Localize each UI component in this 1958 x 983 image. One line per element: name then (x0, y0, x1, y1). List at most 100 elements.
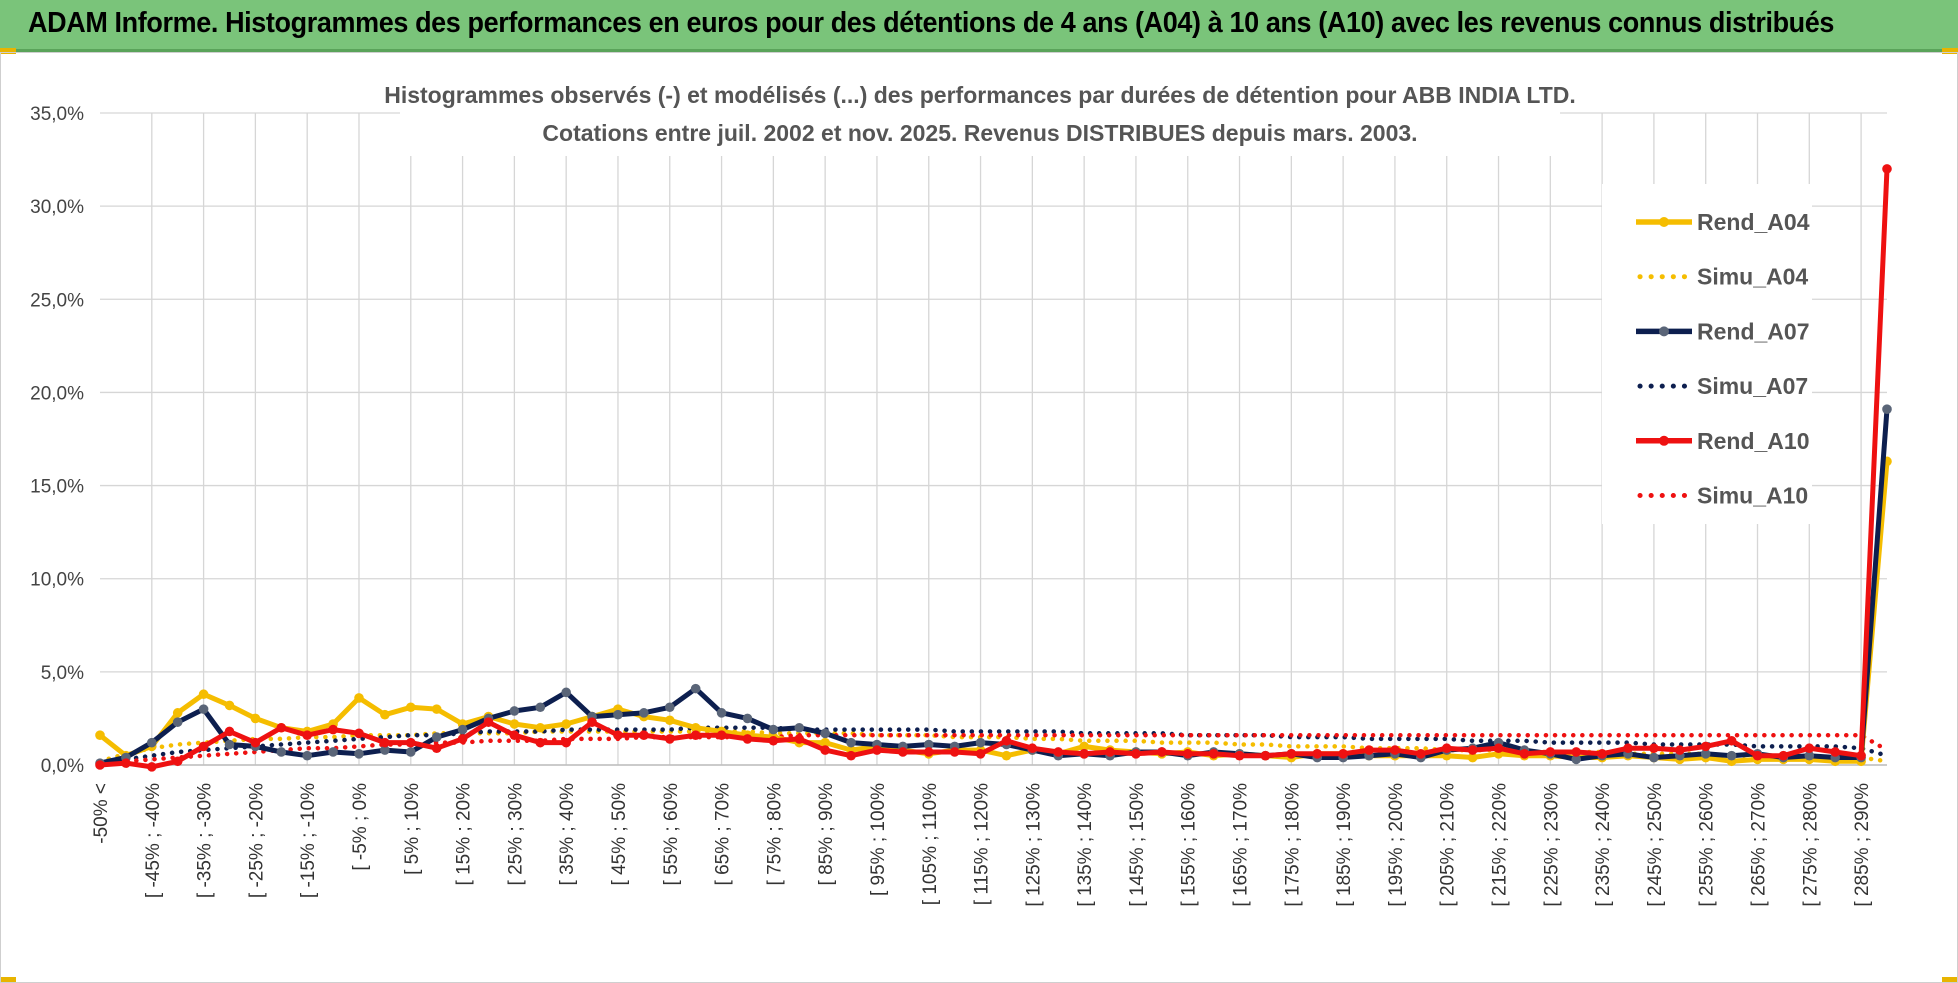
data-point (561, 687, 571, 698)
x-tick-label: [ 125% ; 130% (1023, 783, 1044, 907)
data-point (561, 719, 571, 729)
data-point (405, 747, 416, 757)
data-point (768, 735, 779, 746)
legend-label: Rend_A07 (1697, 318, 1809, 344)
legend-item: Simu_A04 (1637, 264, 1808, 290)
x-tick-label: [ 105% ; 110% (920, 783, 941, 905)
x-tick-label: [ 205% ; 210% (1438, 783, 1459, 907)
data-point (1545, 747, 1556, 757)
data-point (405, 702, 416, 713)
data-point (1312, 749, 1323, 759)
legend-background (1602, 184, 1812, 524)
data-point (639, 730, 649, 740)
legend-label: Rend_A10 (1697, 428, 1809, 454)
data-point (354, 749, 364, 759)
chart-title-background (400, 72, 1560, 156)
data-point (431, 732, 442, 742)
data-point (121, 758, 131, 768)
legend-item: Simu_A10 (1637, 483, 1808, 509)
data-point (535, 737, 546, 748)
data-point (1131, 749, 1141, 759)
data-point (1519, 749, 1530, 759)
data-point (1441, 743, 1452, 754)
data-point (224, 739, 235, 750)
legend-label: Simu_A07 (1697, 373, 1808, 399)
x-tick-label: [ 275% ; 280% (1800, 783, 1821, 907)
data-point (1700, 749, 1711, 759)
data-point (172, 717, 183, 727)
data-point (742, 713, 753, 724)
data-point (1571, 747, 1582, 757)
chart-title-line1: Histogrammes observés (-) et modélisés (… (384, 82, 1576, 108)
data-point (1390, 745, 1400, 755)
x-tick-label: [ 5% ; 10% (402, 783, 423, 875)
data-point (1182, 749, 1193, 759)
x-tick-label: [ -45% ; -40% (143, 783, 164, 898)
x-tick-label: [ -25% ; -20% (246, 783, 267, 898)
legend-marker (1659, 217, 1669, 227)
corner-mark-top-left (0, 48, 16, 54)
data-point (923, 739, 934, 750)
legend-label: Simu_A04 (1697, 264, 1808, 290)
data-point (1804, 743, 1815, 754)
y-tick-label: 30,0% (30, 197, 84, 218)
data-point (1571, 754, 1582, 765)
x-tick-label: [ 235% ; 240% (1593, 783, 1614, 907)
data-point (561, 737, 571, 748)
data-point (613, 730, 623, 740)
data-point (587, 717, 597, 727)
data-point (664, 734, 675, 744)
x-tick-label: [ 225% ; 230% (1541, 783, 1562, 907)
data-point (1105, 747, 1115, 757)
data-point (509, 719, 520, 729)
data-point (794, 722, 805, 733)
data-point (95, 760, 105, 770)
legend-label: Rend_A04 (1697, 209, 1810, 235)
x-tick-label: [ 155% ; 160% (1179, 783, 1200, 907)
data-point (1882, 164, 1892, 174)
data-point (1416, 749, 1426, 759)
data-point (405, 737, 416, 748)
data-point (923, 747, 934, 757)
legend-marker (1659, 326, 1669, 337)
legend-item: Rend_A07 (1636, 318, 1809, 344)
y-tick-label: 20,0% (30, 383, 84, 404)
legend-item: Rend_A04 (1636, 209, 1810, 235)
x-tick-label: [ -5% ; 0% (350, 783, 371, 871)
legend-label: Simu_A10 (1697, 483, 1808, 509)
legend-marker (1659, 435, 1669, 446)
data-point (846, 750, 856, 761)
data-point (1053, 747, 1064, 757)
x-tick-label: [ 55% ; 60% (661, 783, 682, 886)
data-point (302, 730, 312, 740)
data-point (276, 722, 287, 733)
data-point (146, 737, 157, 748)
data-point (846, 737, 856, 748)
data-point (457, 724, 468, 735)
data-point (302, 750, 312, 761)
series-line (99, 168, 1890, 770)
x-tick-label: [ 135% ; 140% (1075, 783, 1096, 907)
y-tick-label: 15,0% (30, 477, 84, 498)
x-tick-label: [ 45% ; 50% (609, 783, 630, 886)
data-point (380, 737, 390, 748)
x-tick-label: [ 25% ; 30% (505, 783, 526, 886)
data-point (354, 728, 364, 739)
axis-layer: 0,0% 5,0% 10,0% 15,0% 20,0% 25,0% 30,0% 35,0% -5… (30, 104, 1887, 907)
data-point (1700, 741, 1711, 752)
data-point (690, 722, 701, 733)
data-point (1649, 743, 1659, 754)
data-point (172, 756, 183, 767)
data-point (1752, 750, 1763, 761)
data-point (276, 747, 287, 757)
data-point (354, 693, 364, 703)
x-tick-label: [ 195% ; 200% (1386, 783, 1407, 907)
y-tick-label: 25,0% (30, 290, 84, 311)
data-point (431, 704, 442, 714)
data-point (1338, 749, 1348, 759)
data-point (431, 743, 442, 754)
data-point (1234, 750, 1245, 761)
data-point (1467, 745, 1478, 755)
header-bar: ADAM Informe. Histogrammes des performan… (0, 0, 1958, 52)
